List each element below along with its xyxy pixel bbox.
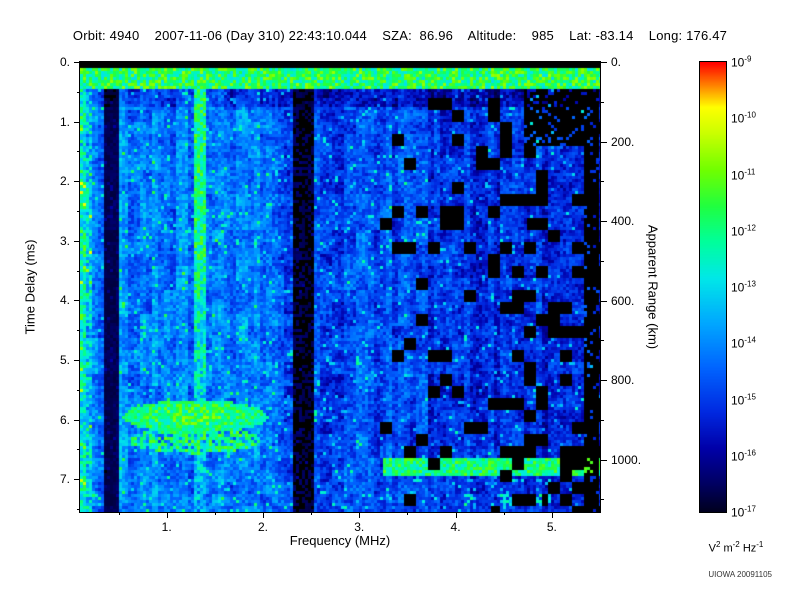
- y-axis-tick: [74, 419, 80, 421]
- x-axis-minor-tick: [503, 512, 505, 515]
- colorbar-tick-label: 10-9: [731, 54, 752, 70]
- x-axis-minor-tick: [214, 512, 216, 515]
- colorbar-tick-label: 10-11: [731, 167, 756, 182]
- y-axis-tick: [74, 479, 80, 481]
- x-axis-tick-label: 2.: [257, 520, 268, 534]
- y-axis-tick: [74, 181, 80, 183]
- colorbar-tick-label: 10-16: [731, 448, 756, 464]
- y-axis-tick: [74, 240, 80, 242]
- right-axis-tick-label: 0.: [611, 55, 622, 69]
- y-axis-tick-label: 2.: [59, 174, 70, 189]
- right-axis-minor-tick: [601, 101, 604, 103]
- y-axis-tick-label: 5.: [59, 353, 70, 367]
- y-axis-minor-tick: [77, 270, 80, 272]
- x-axis-tick: [551, 512, 553, 518]
- right-axis-tick: [601, 221, 607, 223]
- right-axis-tick: [601, 62, 607, 63]
- right-axis-tick-label: 1000.: [611, 452, 642, 467]
- y-axis-tick-label: 4.: [59, 293, 70, 308]
- y-axis-tick-label: 1.: [59, 114, 70, 129]
- right-axis-tick-label: 400.: [611, 214, 635, 229]
- right-axis-tick-label: 200.: [611, 134, 635, 149]
- y-axis-minor-tick: [77, 211, 80, 212]
- right-axis-minor-tick: [601, 181, 604, 183]
- y-axis-minor-tick: [77, 151, 80, 153]
- watermark: UIOWA 20091105: [708, 570, 772, 579]
- x-axis-minor-tick: [311, 512, 313, 515]
- y-axis-tick: [74, 360, 80, 361]
- right-axis-tick: [601, 459, 607, 461]
- right-axis-minor-tick: [601, 499, 604, 501]
- y-axis-minor-tick: [77, 91, 80, 93]
- y-axis-tick-label: 6.: [59, 412, 70, 427]
- colorbar-tick-label: 10-17: [731, 504, 756, 520]
- right-axis-tick-label: 800.: [611, 373, 635, 388]
- x-axis-minor-tick: [118, 512, 120, 515]
- y-axis-minor-tick: [77, 389, 80, 391]
- colorbar-tick-label: 10-12: [731, 223, 756, 239]
- right-axis-tick: [601, 380, 607, 382]
- spectrogram-canvas: [80, 62, 600, 512]
- x-axis-tick-label: 5.: [546, 520, 557, 534]
- colorbar-tick-label: 10-15: [731, 392, 756, 407]
- y-axis-title-right: Apparent Range (km): [645, 224, 661, 350]
- colorbar-tick-label: 10-14: [731, 335, 756, 351]
- colorbar-unit-label: V2 m-2 Hz-1: [708, 540, 764, 555]
- x-axis-title: Frequency (MHz): [289, 533, 391, 548]
- x-axis-tick: [359, 512, 361, 518]
- x-axis-minor-tick: [407, 512, 409, 515]
- observation-header: Orbit: 4940 2007-11-06 (Day 310) 22:43:1…: [72, 28, 728, 43]
- x-axis-tick-label: 4.: [450, 520, 461, 534]
- y-axis-minor-tick: [77, 449, 80, 451]
- colorbar-tick-label: 10-10: [731, 110, 756, 126]
- y-axis-tick-label: 3.: [59, 233, 70, 248]
- right-axis-tick-label: 600.: [611, 293, 635, 308]
- x-axis-tick-label: 3.: [354, 520, 365, 534]
- y-axis-tick: [74, 121, 80, 123]
- right-axis-minor-tick: [601, 260, 604, 262]
- y-axis-title-left: Time Delay (ms): [22, 239, 38, 335]
- right-axis-tick: [601, 300, 607, 302]
- colorbar-tick-label: 10-13: [731, 279, 756, 295]
- y-axis-minor-tick: [77, 509, 80, 511]
- y-axis-minor-tick: [77, 330, 80, 332]
- y-axis-tick: [74, 62, 80, 63]
- colorbar-gradient: [700, 62, 726, 512]
- y-axis-tick-label: 7.: [59, 472, 70, 487]
- y-axis-tick-label: 0.: [59, 55, 70, 69]
- x-axis-tick-label: 1.: [161, 520, 172, 534]
- x-axis-tick: [166, 512, 168, 518]
- right-axis-minor-tick: [601, 340, 604, 342]
- right-axis-tick: [601, 141, 607, 143]
- x-axis-tick: [455, 512, 457, 518]
- y-axis-tick: [74, 300, 80, 302]
- x-axis-tick: [262, 512, 264, 518]
- right-axis-minor-tick: [601, 419, 604, 421]
